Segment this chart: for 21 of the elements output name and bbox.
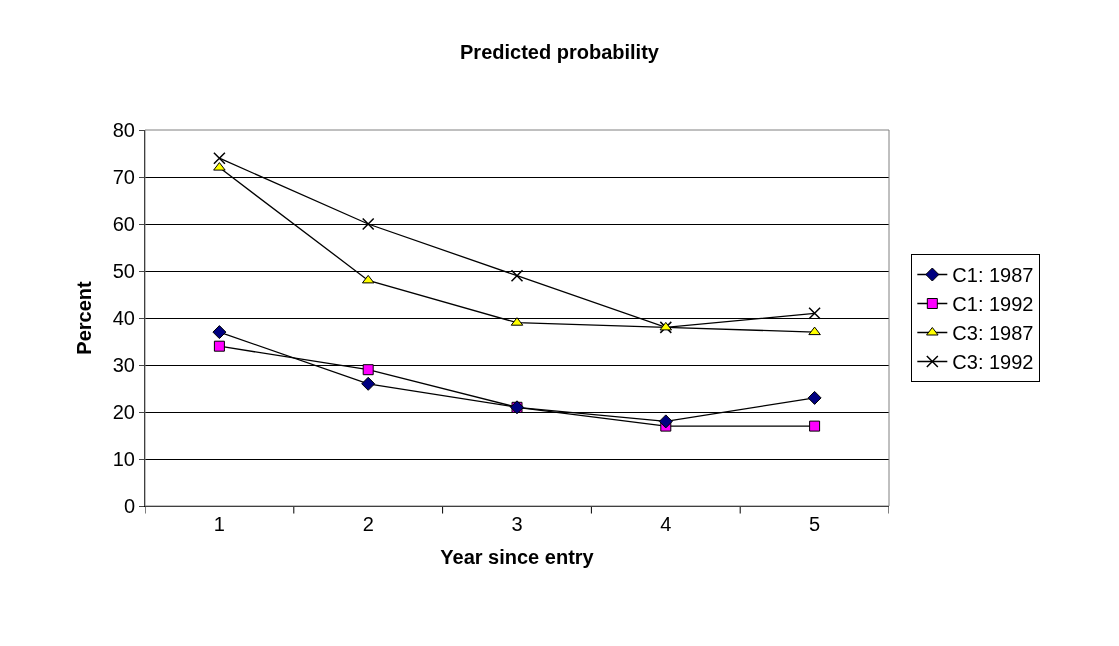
- y-axis-title: Percent: [73, 280, 96, 355]
- y-tick-label: 30: [112, 354, 135, 376]
- legend-label: C3: 1987: [952, 322, 1034, 345]
- chart-title: Predicted probability: [460, 41, 660, 64]
- y-tick-label: 70: [112, 166, 135, 188]
- legend-label: C3: 1992: [952, 351, 1034, 374]
- x-tick-label: 3: [511, 513, 523, 535]
- x-tick-label: 4: [660, 513, 672, 535]
- legend-label: C1: 1992: [952, 293, 1034, 316]
- y-tick-label: 50: [112, 260, 135, 282]
- y-tick-label: 20: [112, 401, 135, 423]
- y-tick-label: 40: [112, 307, 135, 329]
- y-tick-label: 80: [112, 119, 135, 141]
- x-tick-label: 2: [362, 513, 374, 535]
- y-tick-label: 10: [112, 448, 135, 470]
- x-tick-label: 5: [809, 513, 821, 535]
- x-axis-title: Year since entry: [440, 545, 595, 568]
- legend-label: C1: 1987: [952, 264, 1034, 287]
- y-tick-label: 0: [123, 495, 135, 517]
- y-tick-label: 60: [112, 213, 135, 235]
- x-tick-label: 1: [213, 513, 225, 535]
